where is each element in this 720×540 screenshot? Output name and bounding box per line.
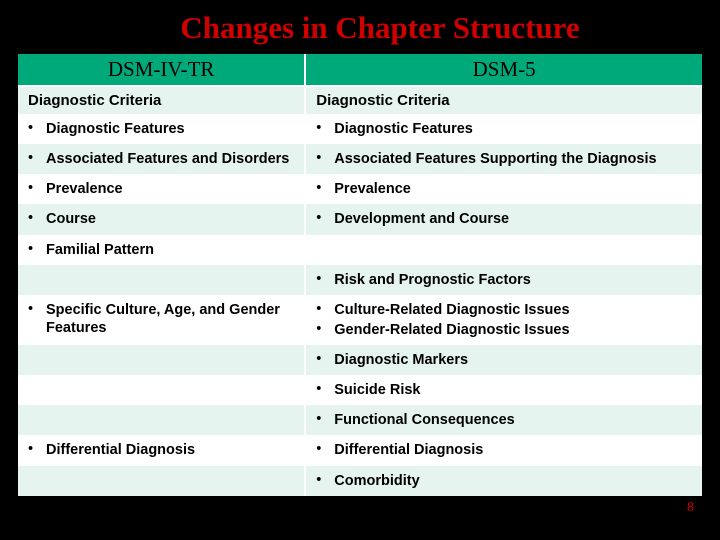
bullet-icon: • [316, 381, 334, 397]
bullet-icon: • [316, 301, 334, 317]
table-cell-empty [18, 405, 305, 435]
subheader-cell: Diagnostic Criteria [305, 86, 702, 114]
table-row: •Differential Diagnosis•Differential Dia… [18, 435, 702, 465]
table-cell-empty [18, 265, 305, 295]
cell-text: Associated Features and Disorders [46, 150, 289, 168]
column-header-left: DSM-IV-TR [18, 54, 305, 86]
table-cell: •Differential Diagnosis [18, 435, 305, 465]
bullet-icon: • [316, 351, 334, 367]
table-cell: •Development and Course [305, 204, 702, 234]
bullet-icon: • [316, 120, 334, 136]
bullet-icon: • [316, 472, 334, 488]
table-header-row: DSM-IV-TR DSM-5 [18, 54, 702, 86]
slide-title: Changes in Chapter Structure [18, 10, 702, 46]
bullet-icon: • [28, 120, 46, 136]
table-cell: •Diagnostic Features [305, 114, 702, 144]
bullet-icon: • [28, 210, 46, 226]
table-cell: •Diagnostic Features [18, 114, 305, 144]
cell-text: Course [46, 210, 96, 228]
comparison-table: DSM-IV-TR DSM-5 Diagnostic CriteriaDiagn… [18, 54, 702, 496]
cell-text: Specific Culture, Age, and Gender Featur… [46, 301, 298, 337]
cell-text: Associated Features Supporting the Diagn… [334, 150, 656, 168]
table-row: •Specific Culture, Age, and Gender Featu… [18, 295, 702, 345]
table-cell-empty [305, 235, 702, 265]
table-row: •Comorbidity [18, 466, 702, 496]
table-row: •Associated Features and Disorders•Assoc… [18, 144, 702, 174]
table-row: •Diagnostic Features•Diagnostic Features [18, 114, 702, 144]
bullet-icon: • [28, 150, 46, 166]
table-cell: •Course [18, 204, 305, 234]
table-cell-empty [18, 345, 305, 375]
table-cell-empty [18, 375, 305, 405]
table-row: •Risk and Prognostic Factors [18, 265, 702, 295]
cell-text: Familial Pattern [46, 241, 154, 259]
cell-text: Differential Diagnosis [334, 441, 483, 459]
cell-text: Functional Consequences [334, 411, 514, 429]
cell-text: Comorbidity [334, 472, 419, 490]
table-cell: •Familial Pattern [18, 235, 305, 265]
table-cell: •Prevalence [18, 174, 305, 204]
cell-text: Diagnostic Markers [334, 351, 468, 369]
cell-text: Prevalence [46, 180, 123, 198]
cell-text: Culture-Related Diagnostic Issues [334, 301, 569, 319]
table-row: •Course•Development and Course [18, 204, 702, 234]
table-cell: •Functional Consequences [305, 405, 702, 435]
cell-text: Gender-Related Diagnostic Issues [334, 321, 569, 339]
bullet-icon: • [28, 301, 46, 317]
column-header-right: DSM-5 [305, 54, 702, 86]
bullet-icon: • [316, 180, 334, 196]
bullet-icon: • [316, 441, 334, 457]
slide: Changes in Chapter Structure DSM-IV-TR D… [0, 0, 720, 540]
bullet-icon: • [316, 411, 334, 427]
table-cell: •Specific Culture, Age, and Gender Featu… [18, 295, 305, 345]
page-number: 8 [687, 500, 694, 516]
table-cell-empty [18, 466, 305, 496]
table-cell: •Diagnostic Markers [305, 345, 702, 375]
table-row: •Familial Pattern [18, 235, 702, 265]
bullet-icon: • [28, 180, 46, 196]
table-row: Diagnostic CriteriaDiagnostic Criteria [18, 86, 702, 114]
table-cell: •Risk and Prognostic Factors [305, 265, 702, 295]
bullet-icon: • [316, 321, 334, 337]
table-cell: •Associated Features Supporting the Diag… [305, 144, 702, 174]
table-row: •Prevalence•Prevalence [18, 174, 702, 204]
bullet-icon: • [316, 210, 334, 226]
table-row: •Functional Consequences [18, 405, 702, 435]
table-cell: •Differential Diagnosis [305, 435, 702, 465]
cell-text: Prevalence [334, 180, 411, 198]
cell-text: Development and Course [334, 210, 509, 228]
bullet-icon: • [28, 241, 46, 257]
table-cell: •Suicide Risk [305, 375, 702, 405]
table-cell: •Prevalence [305, 174, 702, 204]
table-cell: •Comorbidity [305, 466, 702, 496]
table-row: •Diagnostic Markers [18, 345, 702, 375]
bullet-icon: • [28, 441, 46, 457]
cell-text: Risk and Prognostic Factors [334, 271, 531, 289]
cell-text: Diagnostic Features [334, 120, 473, 138]
table-cell: •Culture-Related Diagnostic Issues•Gende… [305, 295, 702, 345]
cell-text: Diagnostic Features [46, 120, 185, 138]
table-cell: •Associated Features and Disorders [18, 144, 305, 174]
table-row: •Suicide Risk [18, 375, 702, 405]
cell-text: Suicide Risk [334, 381, 420, 399]
bullet-icon: • [316, 150, 334, 166]
subheader-cell: Diagnostic Criteria [18, 86, 305, 114]
bullet-icon: • [316, 271, 334, 287]
cell-text: Differential Diagnosis [46, 441, 195, 459]
